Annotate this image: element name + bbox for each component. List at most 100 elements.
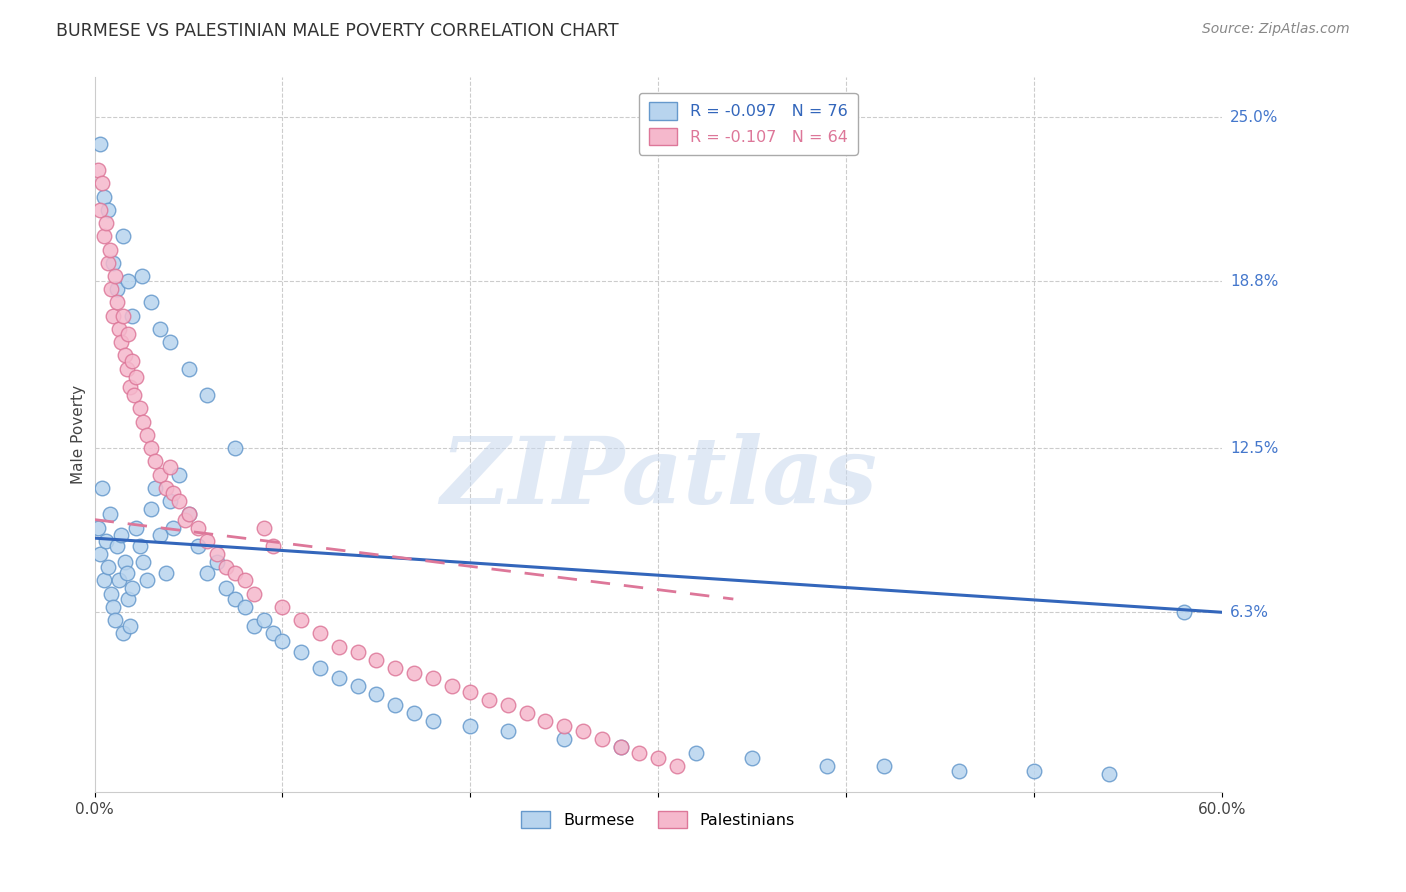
Point [149,322,172,336]
Point [97,202,120,217]
Point [177,508,200,522]
Point [105,282,128,296]
Point [136,574,159,588]
Point [97,560,120,574]
Point [139,441,162,455]
Point [496,724,519,739]
Point [91,177,114,191]
Point [105,539,128,553]
Text: Source: ZipAtlas.com: Source: ZipAtlas.com [1202,22,1350,37]
Text: 18.8%: 18.8% [1230,274,1278,289]
Point [328,672,350,686]
Point [628,746,651,760]
Point [1022,764,1045,778]
Point [110,335,132,350]
Point [104,613,127,627]
Point [478,692,501,706]
Point [243,618,266,632]
Point [139,502,162,516]
Point [143,481,166,495]
Point [114,555,136,569]
Point [103,256,125,270]
Point [100,587,122,601]
Point [422,714,444,728]
Point [366,653,388,667]
Point [89,547,111,561]
Point [103,599,125,614]
Point [111,626,134,640]
Point [173,513,195,527]
Point [741,751,763,765]
Point [1098,766,1121,780]
Point [115,361,138,376]
Point [100,282,122,296]
Point [534,714,557,728]
Text: BURMESE VS PALESTINIAN MALE POVERTY CORRELATION CHART: BURMESE VS PALESTINIAN MALE POVERTY CORR… [56,22,619,40]
Y-axis label: Male Poverty: Male Poverty [72,385,86,484]
Point [121,309,143,323]
Point [108,322,131,336]
Point [93,189,115,203]
Point [159,459,181,474]
Point [402,666,425,681]
Point [346,645,368,659]
Point [167,467,190,482]
Point [120,380,142,394]
Point [253,613,276,627]
Point [553,732,575,747]
Point [121,582,143,596]
Point [233,599,256,614]
Point [243,587,266,601]
Point [309,626,332,640]
Point [110,528,132,542]
Point [215,582,238,596]
Point [167,494,190,508]
Point [114,348,136,362]
Point [460,684,482,698]
Point [132,415,155,429]
Point [609,740,631,755]
Point [346,680,368,694]
Point [233,574,256,588]
Point [366,687,388,701]
Point [1173,605,1195,619]
Point [290,613,312,627]
Point [609,740,631,755]
Point [162,520,184,534]
Point [111,229,134,244]
Point [98,243,121,257]
Point [224,592,246,607]
Point [195,566,218,580]
Point [117,592,139,607]
Point [111,309,134,323]
Point [159,335,181,350]
Point [271,599,294,614]
Point [108,574,131,588]
Point [384,698,406,712]
Point [149,528,172,542]
Point [460,719,482,733]
Point [128,539,150,553]
Point [262,539,284,553]
Point [159,494,181,508]
Point [87,520,110,534]
Point [132,555,155,569]
Point [290,645,312,659]
Point [553,719,575,733]
Point [125,520,148,534]
Point [177,361,200,376]
Point [685,746,707,760]
Point [94,533,117,548]
Point [91,481,114,495]
Point [125,369,148,384]
Point [516,706,538,720]
Point [87,163,110,178]
Point [215,560,238,574]
Point [647,751,669,765]
Point [591,732,613,747]
Point [187,520,209,534]
Point [121,353,143,368]
Point [253,520,276,534]
Point [665,759,688,773]
Point [572,724,595,739]
